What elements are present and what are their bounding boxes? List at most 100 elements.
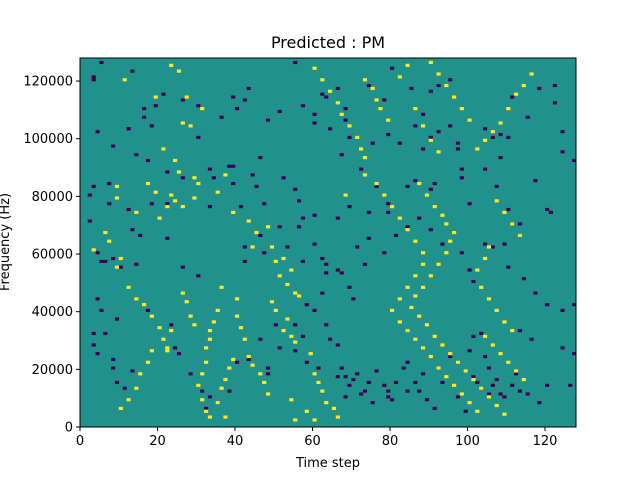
y-tick-label: 120000 bbox=[23, 75, 73, 90]
heatmap-cell-low bbox=[335, 86, 340, 91]
x-axis: 0 20 40 60 80 100 120 bbox=[76, 427, 558, 449]
heatmap-cell-high bbox=[347, 124, 352, 128]
heatmap-cell-low bbox=[339, 153, 344, 157]
heatmap-cell-high bbox=[506, 360, 511, 364]
heatmap-cell-high bbox=[215, 308, 220, 312]
heatmap-cell-high bbox=[409, 305, 414, 310]
heatmap-cell-low bbox=[467, 349, 472, 353]
heatmap-cell-low bbox=[413, 380, 418, 385]
heatmap-cell-low bbox=[87, 193, 92, 197]
heatmap-cell-high bbox=[494, 199, 499, 203]
heatmap-cell-high bbox=[293, 340, 298, 344]
heatmap-cell-low bbox=[405, 184, 410, 189]
heatmap-cell-high bbox=[444, 83, 449, 88]
heatmap-cell-high bbox=[467, 118, 472, 122]
heatmap-cell-high bbox=[448, 352, 453, 356]
heatmap-cell-high bbox=[405, 228, 410, 232]
heatmap-cell-low bbox=[180, 265, 185, 269]
heatmap-cell-low bbox=[537, 401, 542, 405]
heatmap-cell-high bbox=[289, 398, 294, 402]
heatmap-cell-high bbox=[510, 222, 515, 226]
heatmap-cell-low bbox=[91, 343, 96, 347]
heatmap-cell-high bbox=[165, 349, 170, 353]
y-axis: 0 20000 40000 60000 80000 100000 120000 bbox=[23, 75, 80, 436]
heatmap-cell-high bbox=[475, 147, 480, 151]
heatmap-cell-low bbox=[114, 317, 120, 321]
heatmap-cell-high bbox=[281, 256, 286, 261]
heatmap-cell-high bbox=[502, 210, 507, 214]
heatmap-cell-low bbox=[421, 147, 426, 151]
heatmap-cell-high bbox=[397, 75, 402, 79]
heatmap-cell-high bbox=[176, 170, 182, 174]
heatmap-cell-low bbox=[107, 181, 112, 186]
heatmap-cell-low bbox=[231, 95, 236, 99]
heatmap-cell-low bbox=[506, 265, 511, 269]
heatmap-cell-low bbox=[560, 130, 565, 134]
heatmap-cell-low bbox=[390, 66, 395, 70]
heatmap-cell-high bbox=[386, 118, 391, 122]
heatmap-cell-high bbox=[207, 415, 213, 419]
heatmap-cell-low bbox=[277, 109, 282, 114]
heatmap-cell-high bbox=[397, 216, 402, 220]
heatmap-cell-high bbox=[413, 337, 418, 341]
heatmap-cell-high bbox=[316, 380, 321, 385]
heatmap-cell-low bbox=[207, 167, 213, 171]
heatmap-cell-high bbox=[506, 107, 511, 111]
heatmap-cell-high bbox=[184, 95, 189, 99]
heatmap-cell-low bbox=[300, 334, 306, 338]
heatmap-cell-high bbox=[444, 222, 449, 226]
chart-title: Predicted : PM bbox=[271, 33, 385, 52]
heatmap-cell-high bbox=[490, 343, 495, 347]
heatmap-cell-high bbox=[308, 352, 313, 356]
heatmap-cell-low bbox=[227, 164, 232, 168]
heatmap-cell-high bbox=[262, 380, 267, 385]
heatmap-cell-high bbox=[463, 369, 468, 373]
heatmap-cell-low bbox=[266, 118, 271, 122]
heatmap-cell-high bbox=[200, 372, 205, 376]
heatmap-cell-low bbox=[498, 392, 503, 396]
heatmap-cell-high bbox=[475, 268, 480, 272]
heatmap-cell-low bbox=[471, 334, 476, 338]
heatmap-cell-low bbox=[300, 104, 306, 108]
x-tick-label: 120 bbox=[533, 434, 558, 449]
heatmap-cell-low bbox=[188, 372, 193, 376]
heatmap-cell-high bbox=[312, 418, 317, 422]
heatmap-cell-low bbox=[91, 78, 96, 82]
heatmap-cell-low bbox=[297, 199, 302, 203]
heatmap-cell-high bbox=[517, 233, 523, 238]
heatmap-cell-low bbox=[545, 207, 550, 212]
heatmap-cell-low bbox=[510, 383, 515, 387]
heatmap-cell-high bbox=[134, 210, 139, 214]
heatmap-cell-low bbox=[111, 366, 116, 370]
heatmap-cell-low bbox=[572, 352, 577, 356]
heatmap-cell-high bbox=[161, 147, 166, 151]
heatmap-cell-high bbox=[176, 69, 182, 73]
heatmap-cell-high bbox=[165, 205, 170, 209]
heatmap-cell-low bbox=[149, 202, 154, 206]
heatmap-cell-low bbox=[180, 98, 185, 102]
heatmap-cell-low bbox=[545, 303, 550, 307]
heatmap-cell-high bbox=[417, 314, 422, 318]
heatmap-cell-low bbox=[382, 383, 387, 387]
heatmap-cell-high bbox=[405, 285, 410, 289]
heatmap-cell-high bbox=[304, 409, 309, 413]
heatmap-cell-low bbox=[436, 83, 441, 88]
heatmap-cell-low bbox=[312, 213, 317, 217]
heatmap-cell-low bbox=[227, 389, 232, 393]
heatmap-cell-low bbox=[483, 354, 488, 359]
heatmap-cell-low bbox=[258, 233, 263, 238]
heatmap-cell-low bbox=[413, 179, 418, 183]
heatmap-cell-high bbox=[355, 135, 360, 140]
heatmap-cell-low bbox=[312, 121, 317, 125]
heatmap-cell-low bbox=[393, 233, 399, 238]
heatmap-cell-high bbox=[521, 83, 526, 88]
heatmap-cell-high bbox=[258, 372, 263, 376]
heatmap-cell-low bbox=[149, 124, 154, 128]
heatmap-cell-high bbox=[362, 156, 368, 160]
heatmap-cell-low bbox=[417, 389, 422, 393]
heatmap-cell-low bbox=[448, 78, 453, 82]
heatmap-cell-high bbox=[362, 173, 368, 177]
heatmap-cell-low bbox=[386, 132, 391, 137]
heatmap-cell-low bbox=[405, 225, 410, 229]
heatmap-cell-low bbox=[95, 352, 100, 356]
